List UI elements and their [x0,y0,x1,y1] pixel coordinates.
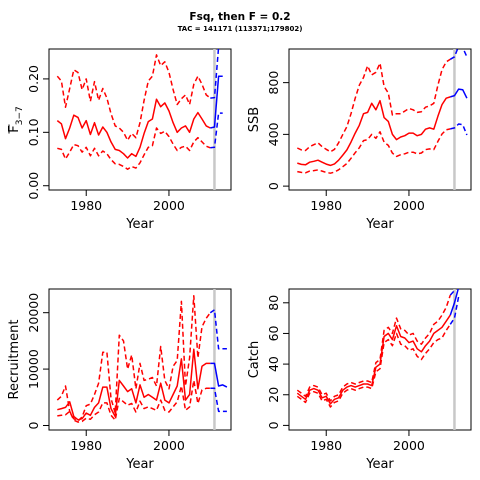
chart-3-projection-upper-line [449,289,456,296]
figure-subtitle: TAC = 141171 (113371;179802) [178,25,303,33]
chart-2-ytick-label: 0 [26,421,41,429]
chart-1-history-median-line [297,96,451,167]
chart-1-xlabel: Year [365,217,394,232]
chart-1-projection-median-line [450,88,468,99]
panel-catch: 1980 2000 0 20 40 60 80 Year Catch [247,288,472,472]
chart-0-projection-upper-line [210,49,220,99]
chart-2-ytick-label: 10000 [26,349,41,389]
chart-3-ytick-label: 60 [266,325,281,341]
chart-2-projection-lower-line [210,387,227,413]
chart-0-history-median-line [56,98,211,159]
chart-0-projection-median-line [210,75,223,129]
chart-1-xtick-label: 1980 [310,198,342,213]
chart-3-xtick-label: 1980 [310,438,342,453]
chart-2-xtick-label: 2000 [153,438,185,453]
chart-3-xlabel: Year [365,457,394,472]
chart-1-ytick-label: 400 [266,122,281,146]
chart-2-ylabel-main: Recruitment [7,320,22,400]
chart-2-projection-median-line [210,362,228,388]
chart-2-history-upper-line [56,295,211,422]
panel-ssb: 1980 2000 0 400 800 Year SSB [247,48,472,232]
chart-2-history-median-line [57,348,211,421]
chart-1-ytick-label: 0 [266,182,281,190]
chart-3-ytick-label: 20 [266,387,281,403]
chart-0-ylabel-main: F [7,125,22,132]
chart-3-ylabel-main: Catch [247,341,262,379]
chart-3-ytick-label: 0 [266,421,281,429]
chart-3-ytick-label: 80 [266,295,281,311]
figure-title: Fsq, then F = 0.2 [189,11,290,23]
chart-0-ylabel: F3−7 [7,106,25,132]
chart-0-projection-lower-line [210,112,223,149]
chart-3-history-median-line [296,314,451,405]
chart-0-ytick-label: 0.10 [26,118,41,146]
chart-1-projection-upper-line [449,49,468,60]
chart-0-xtick-label: 1980 [70,198,102,213]
chart-1-ytick-label: 800 [266,71,281,95]
chart-0-ytick-label: 0.20 [26,65,41,93]
chart-0-xtick-label: 2000 [153,198,185,213]
chart-3-history-upper-line [296,294,452,402]
chart-2-projection-upper-line [209,309,227,350]
chart-2-xlabel: Year [125,457,154,472]
chart-3-ytick-label: 40 [266,356,281,372]
chart-2-ylabel: Recruitment [7,320,22,400]
chart-0-xlabel: Year [125,217,154,232]
chart-0-frame [48,48,232,191]
chart-2-frame [48,288,232,431]
chart-1-xtick-label: 2000 [393,198,425,213]
chart-1-history-lower-line [297,128,451,174]
chart-3-ylabel: Catch [247,341,262,379]
panel-f-3-7: 1980 2000 0.00 0.10 0.20 Year F3−7 [7,48,232,232]
chart-2-ytick-label: 20000 [26,293,41,333]
chart-3-projection-median-line [449,289,459,316]
chart-2-xtick-label: 1980 [70,438,102,453]
chart-2-history-lower-line [57,379,211,423]
chart-1-ylabel-main: SSB [247,107,262,132]
chart-1-frame [288,48,472,191]
chart-3-frame [288,288,472,431]
chart-1-projection-lower-line [450,123,468,136]
chart-3-xtick-label: 2000 [393,438,425,453]
chart-3-projection-lower-line [449,296,460,325]
chart-0-history-upper-line [56,54,211,142]
chart-1-ylabel: SSB [247,107,262,132]
chart-0-history-lower-line [57,127,211,170]
chart-1-history-upper-line [296,58,451,153]
chart-0-ytick-label: 0.00 [26,172,41,200]
chart-0-ylabel-sub: 3−7 [15,106,25,125]
